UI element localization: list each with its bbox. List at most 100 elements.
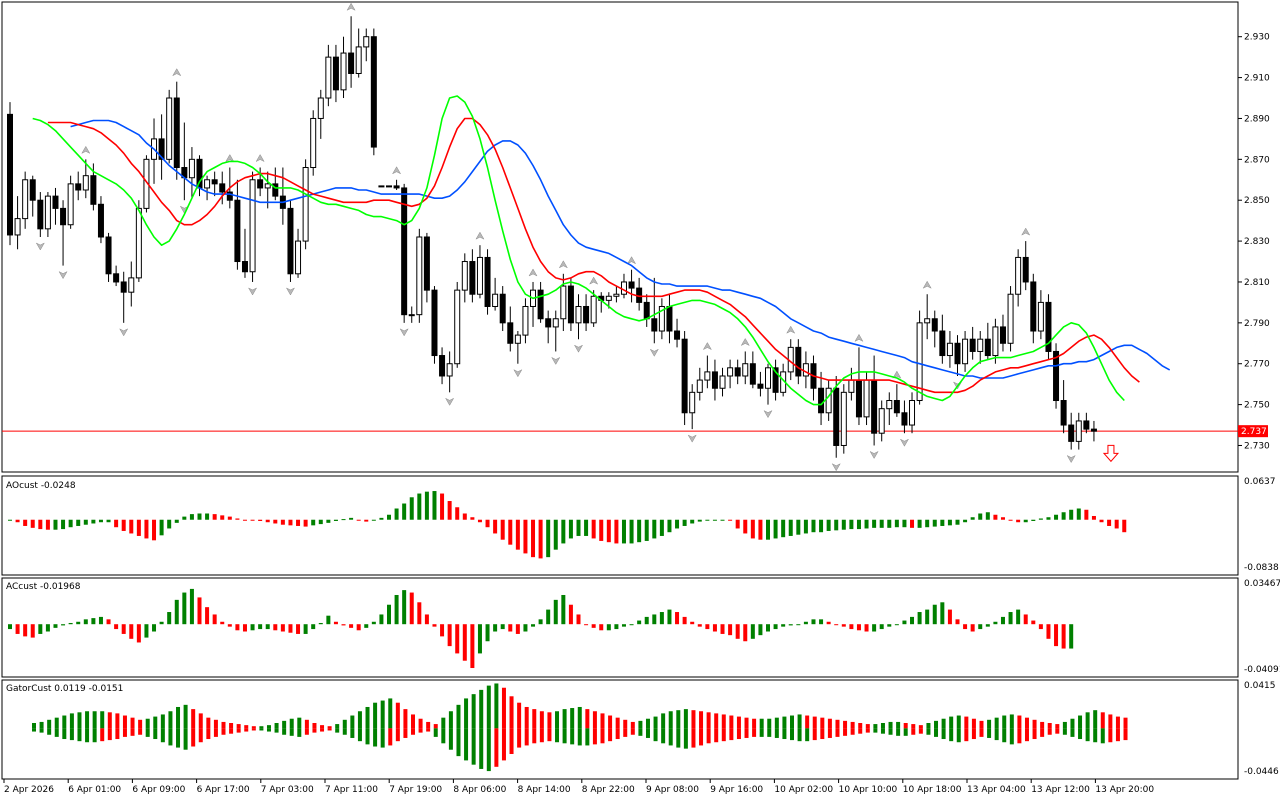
ao-bar [220, 515, 225, 520]
gator-lower-bar [350, 728, 355, 738]
ao-bar [1061, 512, 1066, 520]
ac-bar [614, 624, 619, 630]
candle-body-bull [1037, 301, 1044, 332]
gator-upper-bar [509, 696, 514, 729]
candle [954, 335, 961, 376]
ao-bar [1114, 519, 1119, 529]
ac-bar [819, 619, 824, 625]
candle [363, 28, 370, 62]
candle-body-bear [234, 199, 241, 263]
candle [370, 28, 377, 156]
gator-lower-bar [1070, 728, 1075, 737]
candle [962, 331, 969, 372]
ac-bar [470, 624, 475, 669]
gator-upper-bar [380, 700, 385, 729]
gator-lower-bar [441, 728, 446, 744]
ao-bar [659, 519, 664, 536]
ac-bar [1069, 624, 1074, 649]
candle [484, 249, 491, 315]
ac-bar [242, 624, 247, 632]
candle [431, 286, 438, 364]
ac-panel [8, 588, 1074, 669]
ao-bar [697, 519, 702, 522]
candle-body-bear [1045, 301, 1052, 352]
ac-bar [30, 624, 35, 638]
fractal-up-icon [558, 260, 568, 269]
time-tick-label: 2 Apr 2026 [4, 785, 54, 795]
gator-lower-bar [1123, 728, 1128, 741]
time-tick-label: 10 Apr 18:00 [903, 785, 962, 795]
ao-bar [675, 519, 680, 529]
ac-bar [705, 624, 710, 630]
ao-bar [98, 519, 103, 523]
candle-body-bear [219, 183, 226, 193]
ao-bar [462, 513, 467, 520]
ac-bar [781, 624, 786, 627]
gator-upper-bar [426, 721, 431, 729]
gator-lower-bar [213, 728, 218, 737]
gator-upper-bar [1017, 715, 1022, 729]
gator-lower-bar [251, 728, 256, 731]
gator-lower-bar [638, 728, 643, 736]
candle [590, 290, 597, 327]
candle-body-bear [173, 97, 180, 169]
candle [120, 271, 127, 323]
ac-bar [925, 609, 930, 625]
gator-lower-bar [395, 728, 400, 742]
gator-lower-bar [805, 728, 810, 742]
fractal-up-icon [786, 325, 796, 334]
gator-upper-bar [1047, 723, 1052, 729]
candle [924, 294, 931, 340]
candle [552, 310, 559, 352]
ao-bar [652, 519, 657, 539]
candle-body-bull [514, 334, 521, 344]
candle-body-bear [1068, 424, 1075, 442]
ac-bar [432, 624, 437, 627]
ac-bar [538, 619, 543, 625]
ao-bar [963, 519, 968, 523]
candle [1045, 294, 1052, 360]
gator-upper-bar [433, 724, 438, 729]
ac-bar [61, 624, 66, 626]
gator-lower-bar [691, 728, 696, 748]
gator-upper-bar [1108, 714, 1113, 729]
gator-lower-bar [721, 728, 726, 742]
gator-lower-bar [357, 728, 362, 742]
candle [204, 175, 211, 201]
candle-body-bull [560, 285, 567, 320]
candle-body-bear [1090, 428, 1097, 432]
gator-lower-bar [274, 728, 279, 733]
gator-upper-bar [532, 709, 537, 729]
ac-bar [76, 621, 81, 625]
ao-bar [167, 519, 172, 529]
gator-lower-bar [971, 728, 976, 740]
candle-body-bear [833, 387, 840, 446]
fractal-up-icon [922, 280, 932, 289]
gator-lower-bar [327, 728, 332, 731]
ac-bar [447, 624, 452, 647]
gator-lower-bar [1047, 728, 1052, 735]
gator-upper-bar [608, 715, 613, 729]
candle-body-bull [522, 305, 529, 336]
ac-bar [387, 604, 391, 625]
gator-upper-bar [570, 708, 575, 729]
gator-lower-bar [282, 728, 287, 735]
gator-upper-bar [251, 726, 256, 729]
gator-upper-bar [213, 719, 218, 729]
candle [1037, 290, 1044, 340]
gator-lower-bar [926, 728, 931, 735]
candle [82, 159, 89, 199]
ac-bar [932, 604, 937, 625]
candle [886, 392, 893, 426]
gator-upper-bar [1070, 718, 1075, 729]
candle-body-bear [954, 342, 961, 365]
gator-lower-bar [320, 728, 325, 732]
gator-upper-bar [517, 702, 522, 729]
gator-upper-bar [721, 714, 726, 729]
ao-bar [152, 519, 157, 541]
gator-upper-bar [365, 706, 370, 729]
gator-lower-bar [623, 728, 628, 737]
ac-bar [864, 624, 869, 632]
gator-lower-bar [289, 728, 294, 736]
